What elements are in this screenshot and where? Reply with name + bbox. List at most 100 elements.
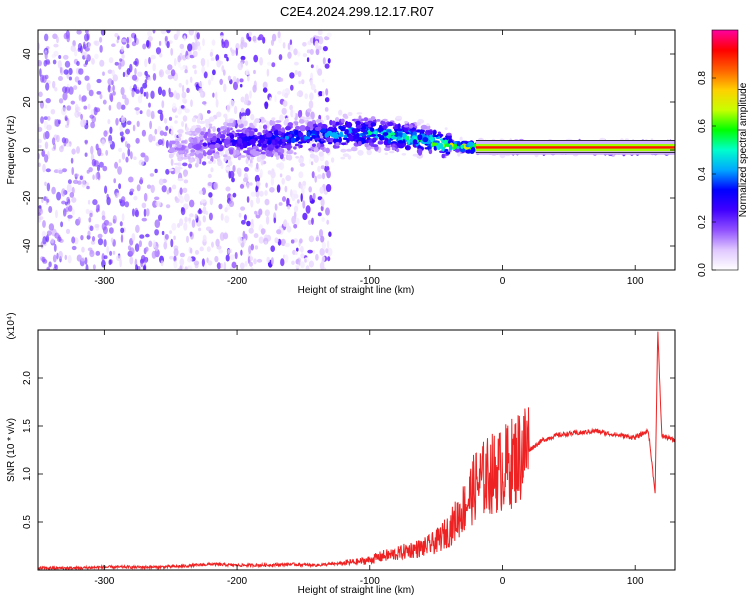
- spectrogram-noise-blob: [90, 121, 95, 129]
- spectrogram-noise-blob: [45, 98, 51, 104]
- spectrogram-noise-blob: [102, 99, 107, 105]
- y-tick-label: 20: [22, 96, 33, 108]
- spectrogram-noise-blob: [53, 266, 57, 270]
- spectrogram-noise-blob: [322, 46, 328, 52]
- spectrogram-noise-blob: [252, 35, 257, 42]
- spectrogram-noise-blob: [95, 172, 98, 180]
- spectrogram-noise-blob: [246, 220, 251, 227]
- spectrogram-noise-blob: [87, 199, 91, 205]
- spectrogram-noise-blob: [154, 229, 160, 236]
- spectrogram-noise-blob: [184, 69, 188, 74]
- spectrogram-noise-blob: [231, 261, 237, 269]
- spectrogram-noise-blob: [296, 247, 299, 252]
- spectrogram-signal-blob: [262, 124, 268, 130]
- spectrogram-noise-blob: [76, 30, 82, 35]
- spectrogram-noise-blob: [114, 61, 120, 66]
- spectrogram-noise-blob: [70, 157, 74, 164]
- spectrogram-noise-blob: [71, 197, 77, 203]
- spectrogram-noise-blob: [62, 168, 67, 173]
- spectrogram-noise-blob: [239, 184, 245, 189]
- spectrogram-signal-blob: [207, 128, 211, 135]
- spectrogram-noise-blob: [120, 136, 126, 142]
- spectrogram-signal-blob: [290, 137, 296, 144]
- spectrogram-noise-blob: [105, 149, 109, 156]
- spectrogram-noise-blob: [101, 253, 105, 262]
- spectrogram-noise-blob: [112, 219, 116, 224]
- spectrogram-noise-blob: [45, 82, 50, 91]
- spectrogram-noise-blob: [126, 120, 132, 126]
- spectrogram-noise-blob: [184, 266, 188, 270]
- spectrogram-noise-blob: [179, 264, 183, 270]
- spectrogram-noise-blob: [293, 48, 298, 56]
- spectrogram-noise-blob: [280, 258, 285, 267]
- spectrogram-noise-blob: [258, 236, 264, 244]
- spectrogram-signal-blob: [204, 137, 211, 141]
- spectrogram-noise-blob: [314, 35, 320, 40]
- spectrogram-noise-blob: [71, 167, 74, 175]
- spectrogram-noise-blob: [146, 184, 152, 189]
- spectrogram-signal-blob: [293, 152, 297, 155]
- spectrogram-noise-blob: [155, 200, 161, 207]
- spectrogram-noise-blob: [179, 187, 183, 195]
- spectrogram-signal-blob: [338, 136, 343, 143]
- spectrogram-noise-blob: [216, 262, 221, 270]
- spectrogram-noise-blob: [119, 58, 123, 62]
- spectrogram-noise-blob: [147, 36, 153, 42]
- spectrogram-noise-blob: [253, 54, 259, 63]
- spectrogram-signal-blob: [208, 144, 216, 150]
- spectrogram-noise-blob: [88, 42, 92, 49]
- spectrogram-noise-blob: [186, 55, 190, 60]
- spectrogram-noise-blob: [148, 133, 154, 143]
- spectrogram-noise-blob: [167, 74, 173, 80]
- spectrogram-noise-blob: [147, 77, 152, 81]
- spectrogram-noise-blob: [270, 176, 275, 186]
- spectrogram-signal-blob: [298, 157, 304, 164]
- spectrogram-noise-blob: [126, 68, 131, 75]
- spectrogram-noise-blob: [326, 32, 332, 38]
- spectrogram-noise-blob: [320, 165, 325, 170]
- spectrogram-noise-blob: [129, 256, 134, 265]
- spectrogram-noise-blob: [157, 86, 163, 96]
- spectrogram-noise-blob: [312, 192, 316, 200]
- spectrogram-noise-blob: [44, 104, 48, 109]
- spectrogram-noise-blob: [166, 30, 171, 34]
- spectrogram-noise-blob: [150, 110, 155, 120]
- spectrogram-noise-blob: [182, 115, 188, 122]
- spectrogram-signal-blob: [243, 136, 250, 142]
- spectrogram-noise-blob: [211, 241, 214, 248]
- spectrogram-noise-blob: [121, 116, 126, 124]
- spectrogram-noise-blob: [191, 219, 196, 228]
- spectrogram-noise-blob: [270, 170, 276, 179]
- spectrogram-noise-blob: [139, 176, 143, 185]
- spectrogram-signal-blob: [252, 145, 259, 150]
- spectrogram-signal-blob: [226, 155, 231, 161]
- spectrogram-noise-blob: [188, 30, 194, 36]
- spectrogram-signal-blob: [384, 147, 391, 151]
- spectrogram-signal-blob: [254, 118, 260, 124]
- spectrogram-noise-blob: [305, 265, 310, 270]
- spectrogram-noise-blob: [297, 110, 303, 118]
- spectrogram-noise-blob: [170, 158, 174, 166]
- spectrogram-signal-blob: [445, 151, 451, 155]
- spectrogram-noise-blob: [306, 108, 312, 113]
- y-tick-label: 2.0: [22, 371, 33, 385]
- spectrogram-noise-blob: [118, 183, 122, 190]
- spectrogram-signal-blob: [431, 142, 438, 146]
- spectrogram-noise-blob: [224, 53, 228, 59]
- spectrogram-noise-blob: [85, 264, 89, 270]
- spectrogram-noise-blob: [129, 188, 135, 193]
- spectrogram-signal-blob: [316, 142, 321, 149]
- spectrogram-signal-blob: [258, 149, 263, 152]
- spectrogram-signal-blob: [356, 124, 362, 129]
- spectrogram-signal-blob: [428, 148, 433, 155]
- spectrogram-noise-blob: [294, 61, 299, 66]
- spectrogram-noise-blob: [183, 179, 189, 184]
- spectrogram-signal-blob: [293, 146, 297, 150]
- spectrogram-noise-blob: [319, 186, 324, 194]
- spectrogram-noise-blob: [269, 187, 275, 193]
- spectrogram-signal-blob: [416, 148, 423, 155]
- spectrogram-noise-blob: [189, 213, 194, 217]
- spectrogram-signal-blob: [174, 115, 179, 118]
- spectrogram-signal-blob: [335, 141, 340, 147]
- spectrogram-signal-blob: [267, 147, 274, 151]
